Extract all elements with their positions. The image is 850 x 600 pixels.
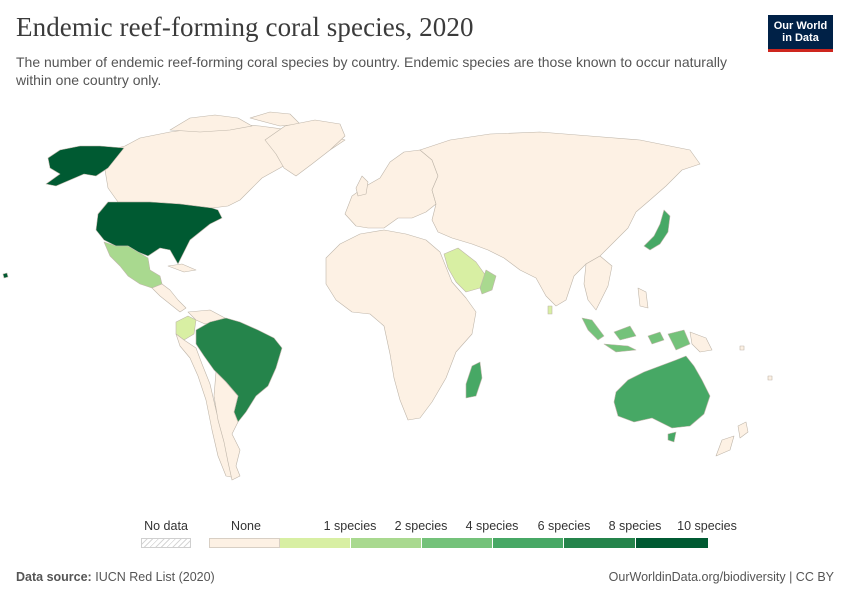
country-mexico[interactable]: [103, 241, 163, 289]
legend-label-6: 6 species: [537, 519, 591, 533]
country-usa[interactable]: [95, 201, 223, 265]
country-japan[interactable]: [643, 209, 671, 251]
data-source-value: IUCN Red List (2020): [95, 570, 215, 584]
country-australia-tasmania: [667, 431, 677, 443]
data-source: Data source: IUCN Red List (2020): [16, 570, 215, 584]
legend-label-10: 10 species: [677, 519, 737, 533]
legend-swatch-10: [636, 538, 708, 548]
chart-title: Endemic reef-forming coral species, 2020: [16, 12, 474, 42]
legend-swatch-2: [351, 538, 422, 548]
legend-label-nodata: No data: [144, 519, 188, 533]
legend-swatch-6: [493, 538, 564, 548]
country-uk[interactable]: [355, 175, 369, 197]
legend-swatch-8: [564, 538, 636, 548]
legend-label-4: 4 species: [465, 519, 519, 533]
legend-swatch-nodata: [141, 538, 191, 548]
logo-line-1: Our World: [773, 20, 828, 32]
legend-label-8: 8 species: [608, 519, 662, 533]
country-png[interactable]: [689, 331, 713, 353]
legend-label-1: 1 species: [323, 519, 377, 533]
legend-swatch-1: [280, 538, 351, 548]
country-usa-alaska[interactable]: [45, 145, 125, 187]
region-russia-asia[interactable]: [419, 131, 701, 307]
country-canada-arctic: [169, 111, 301, 133]
country-sri-lanka: [547, 305, 553, 315]
country-madagascar[interactable]: [465, 361, 483, 399]
country-southern-cone[interactable]: [213, 371, 241, 481]
country-new-zealand[interactable]: [715, 421, 749, 457]
world-map[interactable]: [0, 110, 850, 510]
country-australia[interactable]: [613, 355, 711, 429]
pacific-islands: [739, 345, 773, 381]
legend-label-2: 2 species: [394, 519, 448, 533]
region-africa[interactable]: [325, 229, 477, 421]
footer-link[interactable]: OurWorldinData.org/biodiversity | CC BY: [608, 570, 834, 584]
country-cuba[interactable]: [167, 263, 197, 273]
data-source-label: Data source:: [16, 570, 92, 584]
country-usa-hawaii: [2, 272, 9, 279]
country-oman[interactable]: [479, 269, 497, 295]
legend-swatch-4: [422, 538, 493, 548]
country-central-america[interactable]: [151, 283, 187, 313]
logo-line-2: in Data: [782, 32, 819, 44]
legend-swatch-none: [209, 538, 280, 548]
country-greenland[interactable]: [264, 119, 346, 177]
legend-label-none: None: [231, 519, 261, 533]
country-philippines[interactable]: [637, 287, 649, 309]
chart-subtitle: The number of endemic reef-forming coral…: [16, 54, 727, 88]
country-indonesia[interactable]: [581, 317, 691, 353]
owid-logo[interactable]: Our World in Data: [768, 15, 833, 52]
region-se-asia[interactable]: [583, 255, 613, 311]
country-brazil[interactable]: [195, 317, 283, 423]
